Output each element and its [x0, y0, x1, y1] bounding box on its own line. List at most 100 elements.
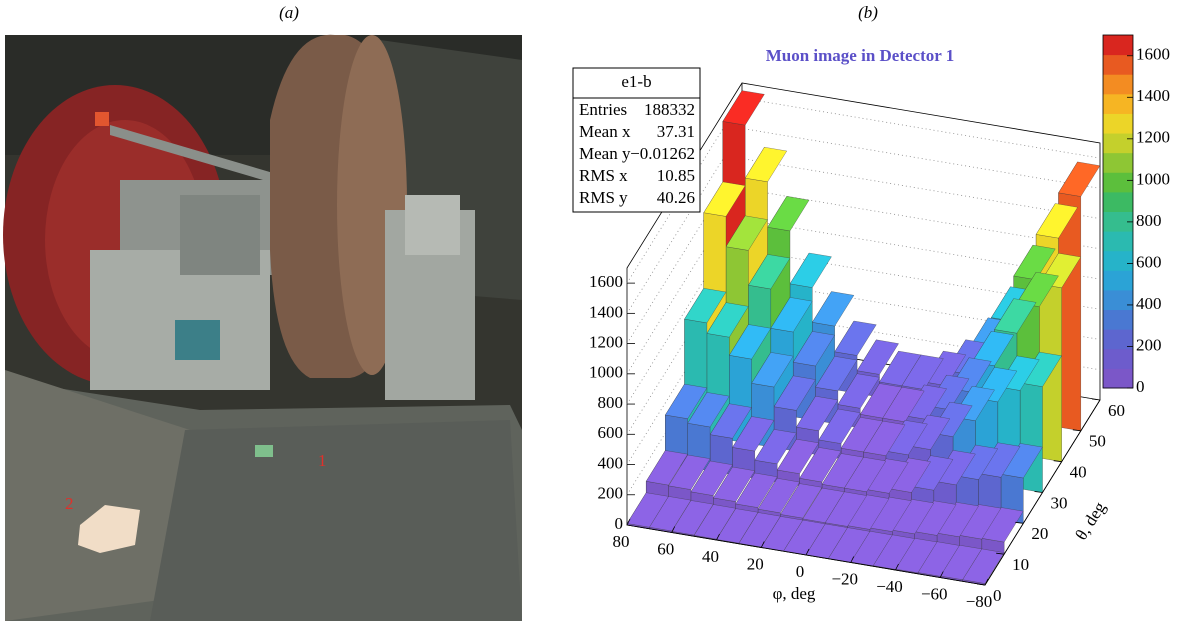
y-tick [996, 552, 1005, 555]
x-tick-label: 0 [796, 562, 805, 581]
bar-top [735, 472, 778, 508]
bar-top [802, 487, 845, 523]
stats-label: Entries [579, 100, 627, 119]
x-tick-label: −80 [966, 592, 993, 611]
y-axis-label: θ, deg [1071, 498, 1109, 543]
x-tick [850, 556, 855, 563]
colorbar-tick-label: 200 [1136, 335, 1162, 354]
bar-top [665, 383, 708, 419]
bar-top [834, 320, 877, 356]
grid-line [626, 158, 1101, 344]
bar [729, 323, 772, 444]
bar-top [789, 252, 832, 288]
colorbar-cell [1103, 172, 1133, 193]
bar-top [840, 417, 883, 453]
colorbar-tick-label: 600 [1136, 252, 1162, 271]
bar-top [856, 339, 899, 375]
annotation: 2 [65, 494, 74, 513]
bar-top [818, 408, 861, 444]
y-tick-label: 40 [1070, 463, 1087, 482]
bar-top [748, 254, 791, 290]
bar-top [860, 383, 903, 419]
stats-label: RMS x [579, 166, 628, 185]
stats-label: Mean y [579, 144, 631, 163]
bar [735, 472, 778, 514]
colorbar-tick-label: 1000 [1136, 169, 1170, 188]
x-tick-label: 40 [702, 547, 719, 566]
colorbar-cell [1103, 309, 1133, 330]
bar [671, 499, 714, 537]
stats-value: 10.85 [657, 166, 695, 185]
x-tick [671, 526, 676, 533]
bar-top [757, 478, 800, 514]
bar-top [645, 450, 688, 486]
bar-top [767, 196, 810, 232]
y-tick [976, 583, 986, 586]
bar-top [709, 403, 752, 439]
y-tick-label: 60 [1108, 401, 1125, 420]
y-tick-label: 30 [1051, 493, 1068, 512]
colorbar-tick-label: 400 [1136, 294, 1162, 313]
colorbar-cell [1103, 93, 1133, 114]
grid-line [626, 279, 1101, 465]
bar-top [626, 492, 669, 528]
bar-top [994, 298, 1037, 334]
bar-top [770, 297, 813, 333]
z-tick-label: 400 [598, 453, 624, 472]
x-tick [805, 548, 810, 556]
z-tick-label: 1000 [589, 363, 623, 382]
annotation: 1 [318, 451, 327, 470]
y-tick [1091, 398, 1101, 401]
y-tick-label: 50 [1089, 432, 1106, 451]
stats-label: RMS y [579, 188, 628, 207]
bar [626, 492, 669, 529]
x-axis-label: φ, deg [773, 584, 816, 603]
colorbar-cell [1103, 211, 1133, 232]
x-tick [760, 541, 765, 548]
x-tick [984, 578, 989, 586]
y-tick-label: 10 [1012, 555, 1029, 574]
colorbar-tick-label: 1400 [1136, 86, 1170, 105]
colorbar-frame [1102, 34, 1134, 389]
y-tick [1072, 429, 1081, 432]
bar-top [773, 375, 816, 411]
x-tick-label: −60 [921, 584, 948, 603]
colorbar-cell [1103, 113, 1133, 134]
stats-box [572, 67, 701, 213]
bar [1058, 161, 1101, 431]
colorbar-cell [1103, 270, 1133, 291]
colorbar-cell [1103, 152, 1133, 173]
colorbar-cell [1103, 368, 1133, 389]
panel-label: (b) [858, 3, 878, 22]
bar-top [1013, 244, 1056, 280]
bar-top [879, 350, 922, 386]
panel-label: (a) [279, 3, 299, 22]
y-tick [1015, 521, 1024, 524]
bar-top [729, 324, 772, 360]
y-tick [1034, 491, 1043, 493]
bar-top [703, 181, 746, 217]
bar-top [671, 500, 714, 536]
z-tick-label: 800 [598, 393, 624, 412]
x-tick-label: 80 [613, 532, 630, 551]
photo: 1 2 [3, 34, 522, 621]
colorbar-cell [1103, 289, 1133, 311]
bar-top [725, 215, 768, 251]
x-tick-label: 60 [657, 539, 674, 558]
bar-top [1035, 203, 1078, 239]
colorbar-cell [1103, 35, 1133, 56]
x-tick [626, 518, 631, 526]
grid-line [626, 127, 1101, 314]
z-tick-label: 1200 [589, 332, 623, 351]
x-tick [939, 571, 944, 578]
bar-top [732, 416, 775, 452]
x-tick [716, 533, 720, 541]
chart-title: Muon image in Detector 1 [766, 46, 955, 65]
y-tick [1053, 460, 1062, 463]
colorbar-cell [1103, 250, 1133, 271]
bar-top [821, 453, 864, 489]
bar-top [687, 392, 730, 428]
x-tick-label: 20 [747, 554, 764, 573]
bar-top [812, 291, 855, 327]
bar-top [1058, 161, 1101, 197]
